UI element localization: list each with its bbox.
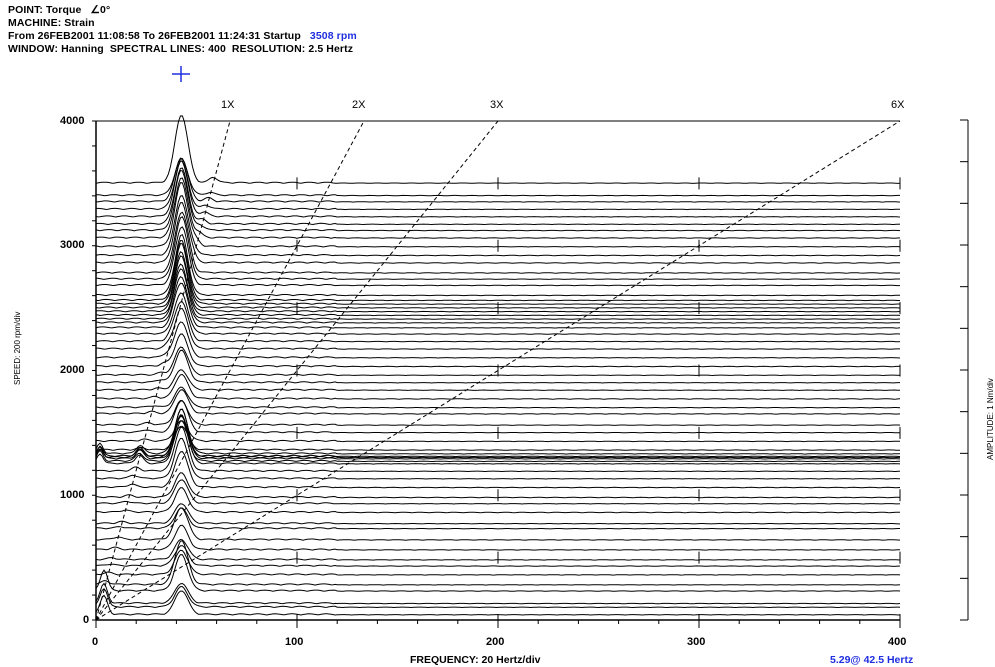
spectrum-trace [95,170,901,232]
window-settings-label: WINDOW: Hanning SPECTRAL LINES: 400 RESO… [8,43,354,55]
point-label: POINT: Torque ∠0° [8,4,111,16]
spectrum-trace [96,333,901,368]
spectrum-trace [95,216,900,280]
spectrum-trace [95,507,900,530]
order-line-1x [95,120,231,621]
spectrum-trace [95,415,901,465]
time-range-text: From 26FEB2001 11:08:58 To 26FEB2001 11:… [8,30,301,42]
spectrum-trace [95,408,900,455]
machine-label: MACHINE: Strain [8,17,95,29]
time-range-label: From 26FEB2001 11:08:58 To 26FEB2001 11:… [8,30,357,42]
order-line-6x [95,120,901,621]
order-line-2x [95,120,365,621]
grid-dots [296,177,901,626]
spectrum-trace [95,276,901,324]
spectrum-trace [95,582,901,605]
order-line-3x [95,120,499,621]
spectrum-trace [96,308,900,350]
order-label-3x: 3X [490,99,504,111]
z-axis-label: AMPLITUDE: 1 Nm/div [986,378,995,460]
spectrum-trace [95,420,900,443]
spectrum-trace [95,399,901,426]
spectrum-trace [95,479,901,505]
spectrum-trace [95,202,901,264]
x-tick-400: 400 [888,636,906,648]
spectrum-trace [95,408,900,459]
spectrum-trace [95,301,901,343]
spectrum-trace [95,451,901,489]
spectrum-trace [95,292,901,335]
x-tick-100: 100 [285,636,303,648]
spectrum-trace [95,268,901,320]
spectrum-trace [96,321,901,359]
spectrum-trace [95,282,901,329]
spectra-traces [95,115,901,616]
y-tick-1000: 1000 [60,489,84,501]
spectrum-trace [95,211,901,274]
order-label-1x: 1X [221,99,235,111]
spectrum-trace [95,167,901,226]
spectrum-trace [95,554,901,592]
spectrum-trace [95,487,900,514]
spectrum-trace [96,160,900,211]
spectrum-trace [95,386,901,409]
spectrum-trace [96,234,900,297]
spectrum-trace [95,586,901,609]
spectrum-trace [95,226,900,287]
spectrum-trace [95,157,900,203]
spectrum-trace [95,195,901,257]
cursor-marker[interactable] [172,66,190,82]
rpm-readout: 3508 rpm [309,30,357,42]
y-tick-2000: 2000 [60,364,84,376]
spectrum-trace [95,540,901,586]
x-tick-0: 0 [92,636,98,648]
spectrum-trace [95,115,901,184]
spectrum-trace [95,239,901,302]
spectrum-trace [95,420,900,463]
x-tick-200: 200 [486,636,504,648]
spectrum-trace [95,349,900,384]
spectrum-trace [95,426,901,473]
spectrum-trace [95,549,901,576]
order-label-2x: 2X [352,99,366,111]
spectrum-trace [95,251,901,309]
spectrum-trace [95,507,901,541]
spectrum-trace [95,414,901,460]
x-axis-label: FREQUENCY: 20 Hertz/div [410,654,541,666]
cursor-readout: 5.29@ 42.5 Hertz [830,654,913,666]
spectrum-trace [95,415,901,458]
tick-marks [92,119,968,628]
spectrum-trace [95,389,901,415]
spectrum-trace [95,177,901,239]
spectrum-trace [95,369,901,392]
order-lines [95,120,901,621]
spectrum-trace [95,263,901,317]
spectrum-trace [95,503,900,525]
spectrum-trace [95,425,901,451]
spectrum-trace [95,524,901,551]
spectrum-trace [95,373,901,400]
y-tick-3000: 3000 [60,239,84,251]
y-tick-0: 0 [83,614,89,626]
spectrum-trace [95,545,901,567]
y-axis-label: SPEED: 200 rpm/div [13,312,22,385]
spectrum-trace [96,158,900,197]
order-label-6x: 6X [891,99,905,111]
spectrum-trace [95,437,901,480]
x-tick-300: 300 [687,636,705,648]
y-tick-4000: 4000 [60,115,84,127]
spectrum-trace [95,160,901,218]
